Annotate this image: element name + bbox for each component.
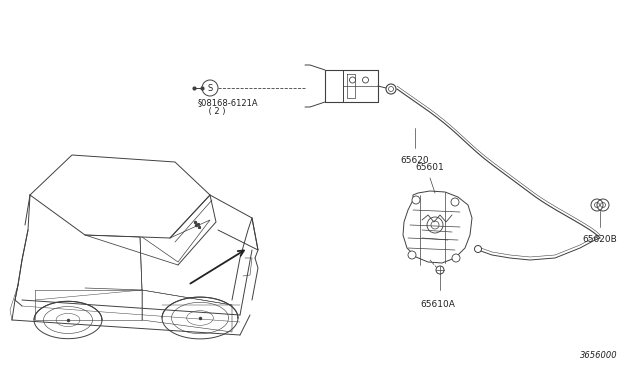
Text: 65610A: 65610A (420, 300, 456, 309)
Circle shape (451, 198, 459, 206)
Circle shape (474, 246, 481, 253)
Circle shape (408, 251, 416, 259)
Text: 65620: 65620 (401, 156, 429, 165)
Text: 3656000: 3656000 (580, 351, 618, 360)
Text: S: S (207, 83, 212, 93)
Text: 65601: 65601 (415, 163, 444, 172)
Circle shape (412, 196, 420, 204)
Text: 65620B: 65620B (582, 235, 618, 244)
Circle shape (452, 254, 460, 262)
Text: ( 2 ): ( 2 ) (198, 107, 225, 116)
Text: §08168-6121A: §08168-6121A (198, 98, 259, 107)
Circle shape (436, 266, 444, 274)
